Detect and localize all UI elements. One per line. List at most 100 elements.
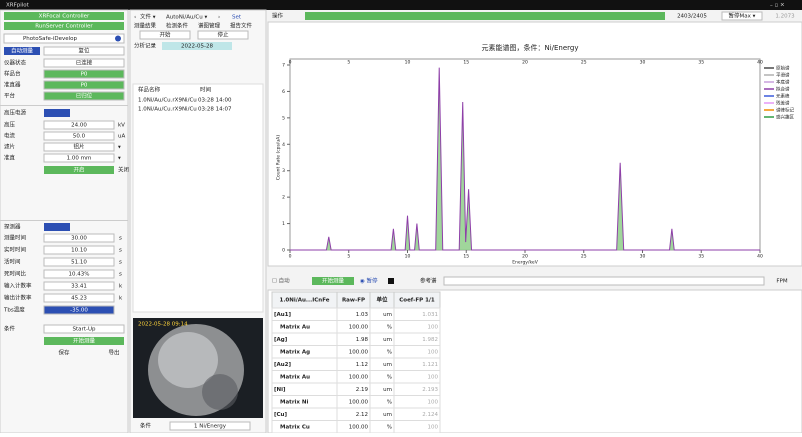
table-value: 100 xyxy=(428,399,439,405)
table-value: % xyxy=(387,424,392,430)
list-cell: 1.0Ni/Au/Cu.rX9Ni/Cu xyxy=(138,107,197,113)
tab: 谱图管理 xyxy=(198,22,221,30)
y-tick-label: 0 xyxy=(282,248,285,254)
tab: 报告文件 xyxy=(230,22,253,30)
table-value: 100.00 xyxy=(349,424,369,430)
legend-label: 元素峰 xyxy=(776,93,790,100)
setting-value: 已归位 xyxy=(76,92,93,100)
table-value: um xyxy=(383,362,392,368)
source-toggle[interactable] xyxy=(44,109,70,117)
table-header: Coef-FP 1/1 xyxy=(399,298,435,304)
camera-shadow xyxy=(202,374,238,410)
table-value: 100.00 xyxy=(349,349,369,355)
table-value: % xyxy=(387,374,392,380)
table-label: [Au1] xyxy=(274,312,292,318)
footer-label: 条件 xyxy=(140,422,152,430)
legend-label: 本底谱 xyxy=(776,79,790,86)
legend-label: 平滑谱 xyxy=(776,72,790,79)
table-value: 2.124 xyxy=(422,412,438,418)
source-value: 24.00 xyxy=(71,123,87,129)
source-value: 50.0 xyxy=(73,134,86,140)
legend-label: 谱峰标记 xyxy=(776,107,794,114)
x-tick-label: 10 xyxy=(405,254,411,260)
table-header: 1.0Ni/Au...ICnFe xyxy=(280,298,330,304)
toolbar-item: AutoNi/Au/Cu ▾ xyxy=(166,15,207,21)
x-tick-label-top: 0 xyxy=(289,60,292,66)
table-header: 单位 xyxy=(376,296,388,304)
detector-value: 10.10 xyxy=(71,248,87,254)
legend-label: 感兴趣区 xyxy=(776,114,794,121)
table-label: Matrix Cu xyxy=(280,424,310,430)
x-tick-label-top: 5 xyxy=(347,60,350,66)
table-label: [Ni] xyxy=(274,387,286,393)
detector-label: Tbs温度 xyxy=(3,306,25,314)
legend-label: 原始谱 xyxy=(776,65,790,72)
source-label: 准直 xyxy=(4,154,16,162)
y-axis-label: Count Rate (cps/uA) xyxy=(276,135,282,180)
table-value: 100.00 xyxy=(349,324,369,330)
table-value: 100 xyxy=(428,324,439,330)
detector-label: 实时时间 xyxy=(4,246,26,254)
window-title: XRFpilot xyxy=(6,3,30,9)
source-unit: kV xyxy=(118,123,125,129)
table-label: Matrix Ag xyxy=(280,349,310,355)
setting-label: 样品台 xyxy=(4,70,21,78)
record-label: 分析记录 xyxy=(134,42,157,50)
list-header: 时间 xyxy=(200,86,211,94)
table-value: % xyxy=(387,324,392,330)
table-value: % xyxy=(387,399,392,405)
detector-toggle[interactable] xyxy=(44,223,70,231)
detector-label: 活时间 xyxy=(4,258,21,266)
list-cell: 03:28 14:00 xyxy=(198,98,232,104)
mode-label: FPM xyxy=(776,279,787,285)
table-header: Raw-FP xyxy=(342,298,365,304)
mode-dropdown-label: 暂停Max ▾ xyxy=(729,12,756,20)
table-value: 1.12 xyxy=(356,362,368,368)
table-value: 1.98 xyxy=(356,337,369,343)
detector-unit: s xyxy=(119,272,122,278)
controller-label: XRFocal Controller xyxy=(39,14,90,20)
x-tick-label-top: 10 xyxy=(405,60,411,66)
setting-value: P0 xyxy=(81,72,88,78)
setting-value: P0 xyxy=(81,83,88,89)
y-tick-label: 4 xyxy=(282,142,285,148)
record-list xyxy=(133,84,263,312)
source-value: 1.00 mm xyxy=(67,156,92,162)
x-tick-label: 15 xyxy=(463,254,469,260)
table-value: 1.982 xyxy=(422,337,438,343)
y-tick-label: 6 xyxy=(282,89,285,95)
mode-label: 复位 xyxy=(78,47,90,55)
table-value: um xyxy=(383,387,392,393)
tab: 测量结果 xyxy=(134,22,157,30)
table-value: 2.19 xyxy=(356,387,369,393)
detector-label: 死时间比 xyxy=(4,270,27,278)
list-cell: 1.0Ni/Au/Cu.rX9Ni/Cu xyxy=(138,98,197,104)
table-value: um xyxy=(383,337,392,343)
record-date: 2022-05-28 xyxy=(181,44,213,50)
window-controls[interactable]: – ▫ ✕ xyxy=(770,3,785,9)
progress-count: 2403/2405 xyxy=(677,14,707,20)
camera-overlay: 2022-05-28 09:14 xyxy=(138,322,188,328)
app-window: XRFpilot – ▫ ✕ XRFocal ControllerRunServ… xyxy=(0,0,802,433)
source-unit: ▾ xyxy=(118,156,121,162)
bottom-button: 保存 xyxy=(58,349,70,357)
condition-value: Start-Up xyxy=(73,327,96,333)
device-name: PhotoSafe-iDevelop xyxy=(23,36,78,42)
table-value: um xyxy=(383,412,392,418)
x-tick-label-top: 30 xyxy=(640,60,646,66)
x-tick-label: 35 xyxy=(698,254,704,260)
table-value: 1.03 xyxy=(356,312,369,318)
y-tick-label: 7 xyxy=(282,63,285,69)
chart-title: 元素能谱图，条件：Ni/Energy xyxy=(481,43,578,52)
section-header: 高压电源 xyxy=(4,109,27,117)
reference-input[interactable] xyxy=(444,277,764,285)
table-value: 2.193 xyxy=(422,387,438,393)
pause-radio: ◉ 暂停 xyxy=(360,277,378,285)
section-header: 探测器 xyxy=(4,223,21,231)
toolbar-item: 文件 ▾ xyxy=(140,13,156,21)
setting-value: 已连接 xyxy=(76,59,93,67)
x-tick-label: 5 xyxy=(347,254,350,260)
title-bar xyxy=(0,0,802,10)
y-tick-label: 3 xyxy=(282,168,285,174)
tab: 检测条件 xyxy=(166,22,189,30)
